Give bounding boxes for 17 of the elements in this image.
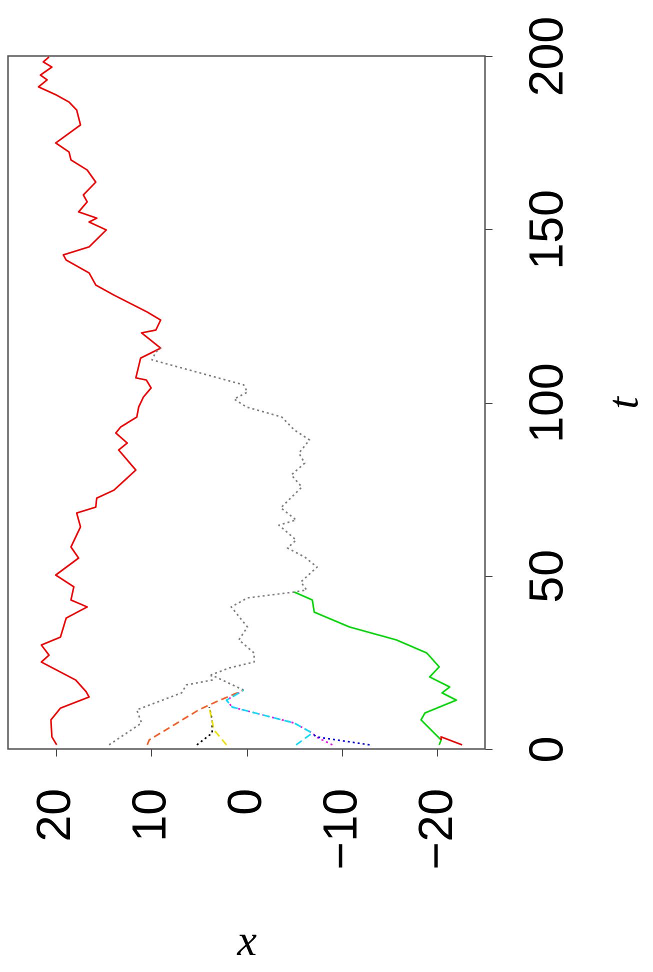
line-series [196,706,213,746]
y-tick-label: 0 [520,736,574,763]
line-series [146,689,244,746]
y-tick-label: 100 [520,362,574,444]
y-tick-label: 150 [520,190,574,270]
y-tick-label: 200 [520,16,574,97]
x-tick-label: −20 [410,788,463,870]
x-axis-title: x [236,916,258,965]
y-tick-label: 50 [520,550,574,603]
line-series [226,689,314,746]
x-tick-label: 10 [124,788,177,842]
line-series [38,56,162,746]
x-tick-label: 0 [219,788,272,816]
x-tick-label: −10 [314,788,368,870]
x-tick-label: 20 [28,788,82,842]
y-axis-title: t [598,395,648,410]
line-series [293,591,458,746]
